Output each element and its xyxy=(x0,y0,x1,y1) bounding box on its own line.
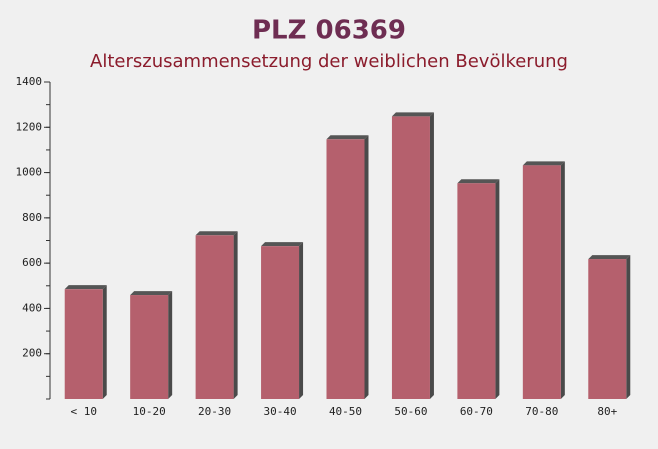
bar-top xyxy=(588,255,631,260)
y-tick-label: 800 xyxy=(22,211,42,224)
x-tick-label: 50-60 xyxy=(394,405,427,418)
bar-top xyxy=(522,161,565,166)
y-tick-label: 1000 xyxy=(16,166,43,179)
bar-top xyxy=(326,135,369,140)
bar-side xyxy=(299,242,304,399)
x-tick-label: 30-40 xyxy=(263,405,296,418)
x-tick-label: 60-70 xyxy=(460,405,493,418)
bar-top xyxy=(195,231,238,236)
y-tick-label: 600 xyxy=(22,256,42,269)
bar xyxy=(391,116,430,399)
bar-top xyxy=(457,179,500,184)
chart-subtitle: Alterszusammensetzung der weiblichen Bev… xyxy=(90,51,568,72)
y-tick-label: 1400 xyxy=(16,75,43,88)
bar xyxy=(195,235,234,399)
bar-top xyxy=(130,291,173,296)
bar xyxy=(457,183,496,399)
x-tick-label: < 10 xyxy=(70,405,97,418)
bar-top xyxy=(64,285,107,290)
x-tick-label: 80+ xyxy=(597,405,617,418)
bar xyxy=(64,289,103,399)
x-tick-label: 40-50 xyxy=(329,405,362,418)
bar xyxy=(326,139,365,399)
bar-side xyxy=(429,112,434,399)
y-tick-label: 1200 xyxy=(16,120,43,133)
bar xyxy=(522,165,561,399)
bar-top xyxy=(391,112,434,117)
bar-side xyxy=(495,179,500,399)
x-tick-label: 10-20 xyxy=(133,405,166,418)
bar-side xyxy=(626,255,631,399)
y-tick-label: 200 xyxy=(22,347,42,360)
x-tick-label: 70-80 xyxy=(525,405,558,418)
bar-top xyxy=(261,242,304,247)
bar-side xyxy=(102,285,107,399)
bar-side xyxy=(364,135,369,399)
bar xyxy=(261,246,300,399)
bar xyxy=(130,295,169,399)
bar-side xyxy=(233,231,238,399)
bar xyxy=(588,259,627,399)
bar-side xyxy=(560,161,565,399)
bar-side xyxy=(168,291,173,399)
chart-title: PLZ 06369 xyxy=(252,16,406,46)
y-tick-label: 400 xyxy=(22,301,42,314)
x-tick-label: 20-30 xyxy=(198,405,231,418)
